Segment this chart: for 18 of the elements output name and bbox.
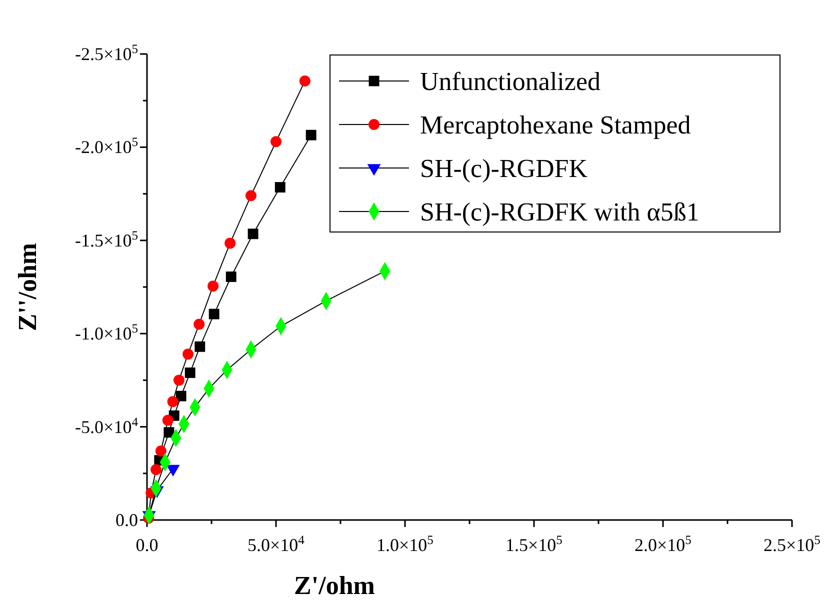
- x-axis-title: Z'/ohm: [294, 571, 376, 600]
- x-tick-label: 2.0×10$^{5}$: [634, 533, 692, 555]
- x-tick-label: 1.0×10$^{5}$: [376, 533, 434, 555]
- x-tick-label: 5.0×10$^{4}$: [248, 533, 306, 555]
- y-tick-label: -5.0×10$^{4}$: [75, 414, 139, 437]
- legend-label: SH-(c)-RGDFK with α5ß1: [420, 198, 700, 226]
- x-tick-label: 2.5×10$^{5}$: [764, 533, 820, 555]
- y-tick-label: -2.0×10$^{5}$: [75, 135, 138, 158]
- x-tick-label: 0.0: [136, 535, 158, 555]
- y-axis-title: Z''/ohm: [13, 242, 42, 332]
- legend-label: Mercaptohexane Stamped: [420, 110, 691, 140]
- legend-label: Unfunctionalized: [420, 67, 600, 96]
- y-tick-label: 0.0: [116, 510, 138, 530]
- y-tick-label: -1.0×10$^{5}$: [75, 322, 138, 344]
- y-tick-label: -1.5×10$^{5}$: [75, 228, 138, 250]
- legend-label: SH-(c)-RGDFK: [420, 154, 588, 183]
- x-tick-label: 1.5×10$^{5}$: [506, 533, 562, 555]
- y-tick-label: -2.5×10$^{5}$: [75, 42, 138, 64]
